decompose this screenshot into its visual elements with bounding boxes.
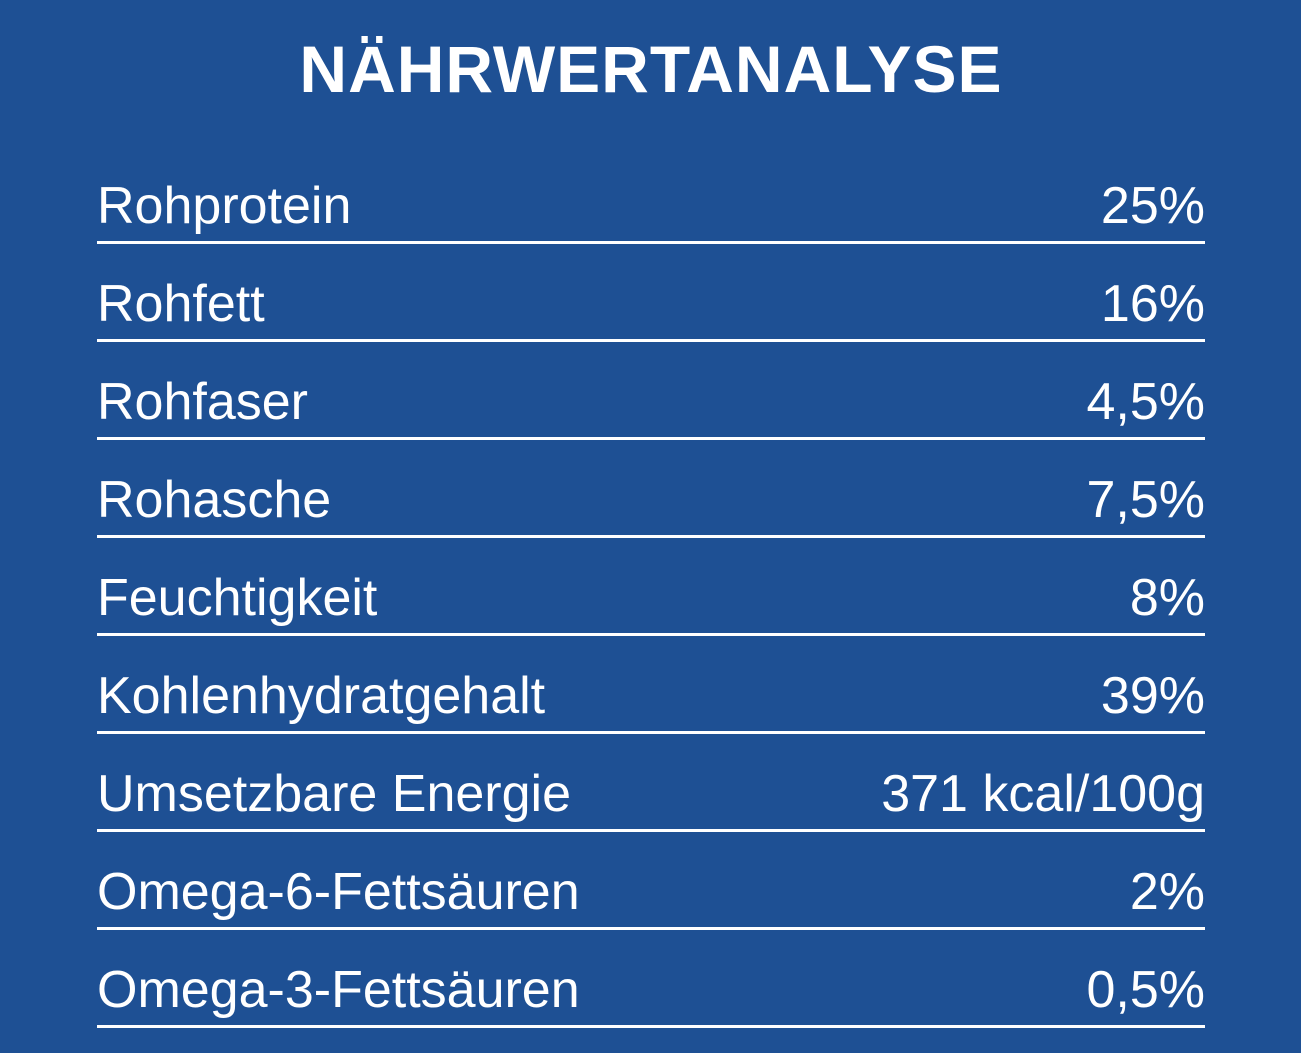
table-row: Rohprotein 25% <box>97 146 1205 244</box>
panel-title: NÄHRWERTANALYSE <box>299 32 1003 106</box>
nutrient-label: Omega-6-Fettsäuren <box>97 862 580 921</box>
nutrient-value: 16% <box>1100 274 1205 333</box>
nutrient-label: Feuchtigkeit <box>97 568 378 627</box>
nutrient-label: Rohfett <box>97 274 265 333</box>
nutrient-label: Rohprotein <box>97 176 352 235</box>
table-row: Kohlenhydratgehalt 39% <box>97 636 1205 734</box>
nutrient-value: 7,5% <box>1086 470 1205 529</box>
table-row: Omega-6-Fettsäuren 2% <box>97 832 1205 930</box>
nutrient-label: Umsetzbare Energie <box>97 764 571 823</box>
nutrient-label: Rohfaser <box>97 372 308 431</box>
nutrient-label: Rohasche <box>97 470 332 529</box>
nutrient-value: 2% <box>1129 862 1205 921</box>
nutrient-value: 4,5% <box>1086 372 1205 431</box>
nutrient-value: 25% <box>1100 176 1205 235</box>
table-row: Rohfett 16% <box>97 244 1205 342</box>
nutrient-value: 371 kcal/100g <box>881 764 1205 823</box>
nutrient-value: 0,5% <box>1086 960 1205 1019</box>
nutrient-label: Omega-3-Fettsäuren <box>97 960 580 1019</box>
nutrient-value: 8% <box>1129 568 1205 627</box>
table-row: Feuchtigkeit 8% <box>97 538 1205 636</box>
table-row: Omega-3-Fettsäuren 0,5% <box>97 930 1205 1028</box>
nutrition-table: Rohprotein 25% Rohfett 16% Rohfaser 4,5%… <box>97 146 1205 1028</box>
table-row: Umsetzbare Energie 371 kcal/100g <box>97 734 1205 832</box>
nutrient-label: Kohlenhydratgehalt <box>97 666 546 725</box>
nutrient-value: 39% <box>1100 666 1205 725</box>
table-row: Rohasche 7,5% <box>97 440 1205 538</box>
table-row: Rohfaser 4,5% <box>97 342 1205 440</box>
